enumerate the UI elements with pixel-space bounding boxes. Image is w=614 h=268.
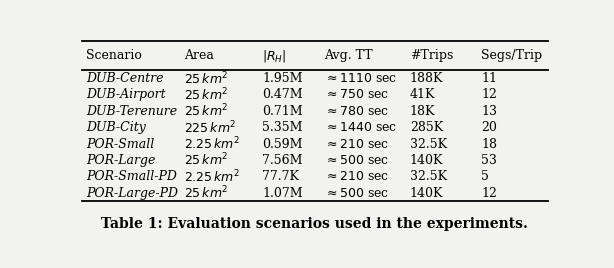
- Text: POR-Large: POR-Large: [86, 154, 155, 167]
- Text: $|R_{H}|$: $|R_{H}|$: [262, 48, 287, 64]
- Text: 18K: 18K: [410, 105, 435, 118]
- Text: 285K: 285K: [410, 121, 443, 134]
- Text: $225\,km^2$: $225\,km^2$: [184, 119, 236, 136]
- Text: 32.5K: 32.5K: [410, 170, 447, 183]
- Text: 0.59M: 0.59M: [262, 137, 303, 151]
- Text: $\approx 750$ sec: $\approx 750$ sec: [324, 88, 390, 101]
- Text: 0.71M: 0.71M: [262, 105, 303, 118]
- Text: DUB-City: DUB-City: [86, 121, 146, 134]
- Text: 13: 13: [481, 105, 497, 118]
- Text: 77.7K: 77.7K: [262, 170, 300, 183]
- Text: $25\,km^2$: $25\,km^2$: [184, 70, 228, 87]
- Text: $\approx 1440$ sec: $\approx 1440$ sec: [324, 121, 397, 134]
- Text: Segs/Trip: Segs/Trip: [481, 49, 542, 62]
- Text: $25\,km^2$: $25\,km^2$: [184, 103, 228, 120]
- Text: $\approx 210$ sec: $\approx 210$ sec: [324, 170, 390, 183]
- Text: 18: 18: [481, 137, 497, 151]
- Text: $\approx 210$ sec: $\approx 210$ sec: [324, 137, 390, 151]
- Text: 1.07M: 1.07M: [262, 187, 303, 200]
- Text: $25\,km^2$: $25\,km^2$: [184, 185, 228, 202]
- Text: Area: Area: [184, 49, 214, 62]
- Text: $\approx 1110$ sec: $\approx 1110$ sec: [324, 72, 397, 85]
- Text: 12: 12: [481, 88, 497, 101]
- Text: 140K: 140K: [410, 187, 443, 200]
- Text: 7.56M: 7.56M: [262, 154, 303, 167]
- Text: 41K: 41K: [410, 88, 435, 101]
- Text: Avg. TT: Avg. TT: [324, 49, 373, 62]
- Text: DUB-Airport: DUB-Airport: [86, 88, 166, 101]
- Text: 0.47M: 0.47M: [262, 88, 303, 101]
- Text: 12: 12: [481, 187, 497, 200]
- Text: POR-Small-PD: POR-Small-PD: [86, 170, 177, 183]
- Text: $25\,km^2$: $25\,km^2$: [184, 87, 228, 103]
- Text: POR-Large-PD: POR-Large-PD: [86, 187, 178, 200]
- Text: 20: 20: [481, 121, 497, 134]
- Text: 1.95M: 1.95M: [262, 72, 303, 85]
- Text: 188K: 188K: [410, 72, 443, 85]
- Text: $\approx 780$ sec: $\approx 780$ sec: [324, 105, 390, 118]
- Text: POR-Small: POR-Small: [86, 137, 155, 151]
- Text: 53: 53: [481, 154, 497, 167]
- Text: DUB-Centre: DUB-Centre: [86, 72, 164, 85]
- Text: $\approx 500$ sec: $\approx 500$ sec: [324, 154, 390, 167]
- Text: 5.35M: 5.35M: [262, 121, 303, 134]
- Text: 32.5K: 32.5K: [410, 137, 447, 151]
- Text: $25\,km^2$: $25\,km^2$: [184, 152, 228, 169]
- Text: Table 1: Evaluation scenarios used in the experiments.: Table 1: Evaluation scenarios used in th…: [101, 218, 528, 232]
- Text: 140K: 140K: [410, 154, 443, 167]
- Text: 11: 11: [481, 72, 497, 85]
- Text: Scenario: Scenario: [86, 49, 142, 62]
- Text: #Trips: #Trips: [410, 49, 453, 62]
- Text: DUB-Terenure: DUB-Terenure: [86, 105, 177, 118]
- Text: $2.25\,km^2$: $2.25\,km^2$: [184, 169, 239, 185]
- Text: 5: 5: [481, 170, 489, 183]
- Text: $\approx 500$ sec: $\approx 500$ sec: [324, 187, 390, 200]
- Text: $2.25\,km^2$: $2.25\,km^2$: [184, 136, 239, 152]
